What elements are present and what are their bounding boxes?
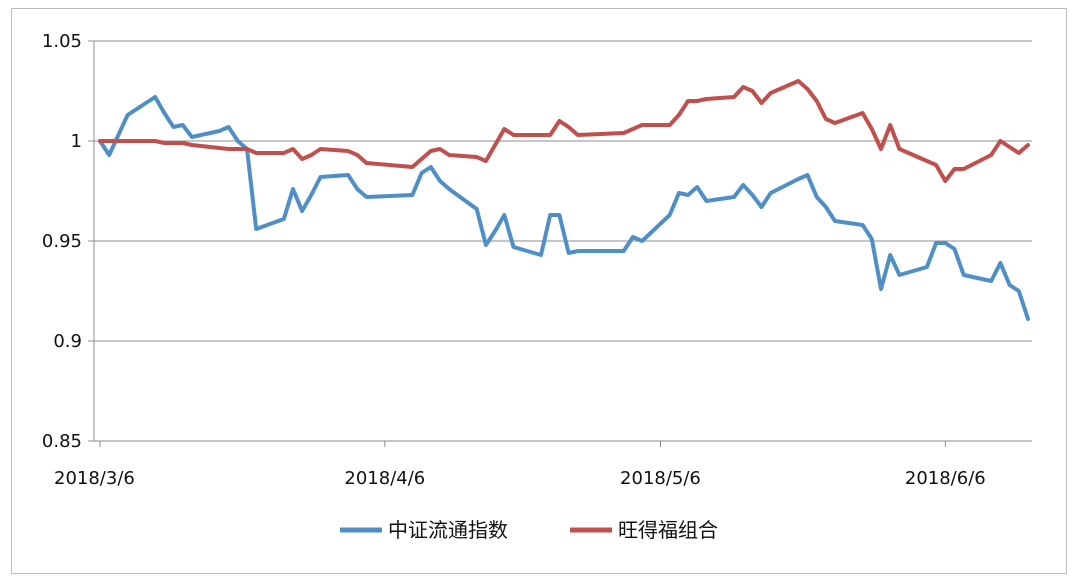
- x-tick-label: 2018/6/6: [905, 468, 986, 489]
- series-lines: [98, 79, 1030, 321]
- x-axis-tick-labels: 2018/3/6 2018/4/6 2018/5/6 2018/6/6: [54, 468, 986, 489]
- y-tick-label: 1: [71, 131, 82, 152]
- y-tick-label: 1.05: [42, 31, 82, 52]
- legend-label-2: 旺得福组合: [618, 518, 718, 542]
- chart-frame: [11, 8, 1067, 574]
- y-tick-label: 0.9: [53, 331, 82, 352]
- x-tick-label: 2018/3/6: [54, 468, 135, 489]
- legend: 中证流通指数 旺得福组合: [340, 518, 718, 542]
- x-tick-label: 2018/4/6: [344, 468, 425, 489]
- x-tick-label: 2018/5/6: [620, 468, 701, 489]
- series-line-1: [98, 95, 1030, 321]
- y-tick-label: 0.95: [42, 231, 82, 252]
- legend-label-1: 中证流通指数: [388, 518, 508, 542]
- axes: [88, 40, 1032, 447]
- y-tick-label: 0.85: [42, 431, 82, 452]
- gridlines: [94, 40, 1032, 342]
- y-axis-tick-labels: 1.05 1 0.95 0.9 0.85: [42, 31, 82, 452]
- series-line-2: [98, 79, 1030, 183]
